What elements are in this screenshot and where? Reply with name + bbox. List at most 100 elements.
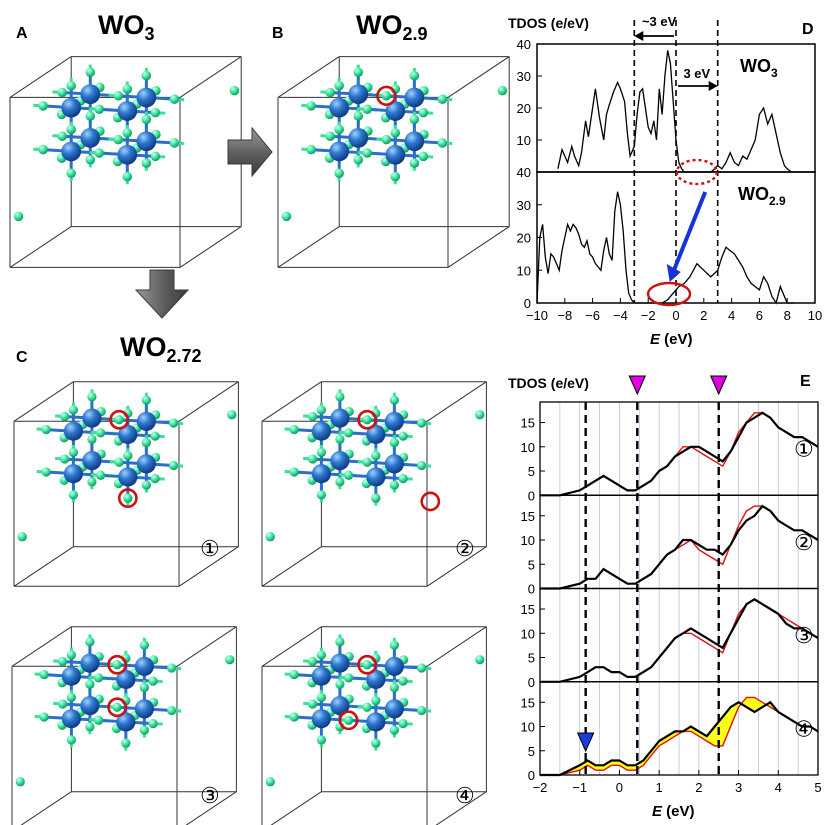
- tungsten-atoms: [63, 408, 156, 487]
- bond-network: [301, 64, 453, 185]
- x-tick-label: 6: [756, 308, 763, 323]
- bond-network: [284, 634, 432, 751]
- x-tick-label: 2: [695, 780, 702, 795]
- oxygen-atom: [94, 148, 105, 158]
- x-tick-label: 4: [775, 780, 782, 795]
- series-label: WO2.9: [738, 184, 786, 208]
- x-tick-label: −6: [585, 308, 600, 323]
- y-tick-label: 10: [521, 626, 535, 641]
- oxygen-atom: [41, 467, 51, 477]
- oxygen-atom: [371, 696, 381, 706]
- oxygen-atom: [229, 85, 240, 96]
- oxygen-atom: [150, 151, 161, 162]
- tungsten-atom: [385, 144, 406, 165]
- tungsten-atom: [117, 144, 138, 165]
- oxygen-atom: [150, 431, 160, 441]
- oxygen-atom: [122, 84, 133, 94]
- y-tick-label: 5: [528, 557, 535, 572]
- oxygen-atom: [308, 411, 318, 422]
- oxygen-atom: [57, 131, 67, 141]
- y-tick-label: 15: [521, 695, 535, 710]
- tungsten-atom: [136, 454, 156, 474]
- oxygen-atom: [353, 67, 364, 78]
- tungsten-atom: [404, 131, 425, 152]
- oxygen-atom: [60, 411, 70, 422]
- oxygen-atom: [141, 70, 152, 81]
- gap-label-wo3-left: ~3 eV: [642, 14, 677, 29]
- oxygen-atom: [57, 87, 67, 98]
- oxygen-atom: [85, 111, 96, 121]
- y-tick-label: 30: [517, 69, 531, 84]
- tungsten-atom: [136, 411, 156, 431]
- oxygen-atom: [334, 80, 344, 91]
- y-tick-label: 0: [528, 488, 535, 503]
- oxygen-atom: [68, 447, 79, 458]
- oxygen-atom: [141, 158, 152, 168]
- unit-cell-box: [13, 381, 239, 587]
- oxygen-atom: [398, 718, 408, 729]
- panel-e-chart: E TDOS (e/eV) 051015①051015②051015③05101…: [508, 373, 822, 820]
- panel-d-plot: 10 20 30 40 WO3 0 10 20 30 40 WO2.9 −10 −8 −6 −4 −2 0 2 4 6…: [517, 14, 823, 323]
- bond-network: [33, 64, 185, 185]
- oxygen-atom: [265, 777, 275, 787]
- tungsten-atom: [384, 656, 404, 676]
- tungsten-atoms: [61, 84, 157, 165]
- config-label-4: ④: [455, 783, 475, 808]
- panel-a-letter: A: [16, 25, 28, 42]
- tungsten-atoms: [329, 84, 425, 165]
- oxygen-atom: [335, 637, 345, 647]
- oxygen-atom: [68, 490, 79, 500]
- oxygen-atom: [497, 85, 508, 96]
- oxygen-atom: [141, 114, 152, 125]
- y-tick-label: 10: [521, 533, 535, 548]
- oxygen-atom: [389, 480, 399, 490]
- oxygen-atom: [66, 124, 76, 135]
- y-tick-label: 20: [517, 101, 531, 116]
- oxygen-atom: [335, 477, 345, 487]
- oxygen-atom: [289, 424, 299, 435]
- oxygen-atom: [390, 171, 401, 182]
- tungsten-atom: [330, 408, 350, 428]
- panel-d-chart: D TDOS (e/eV) 10203040WO3010203040WO2.9−…: [508, 14, 822, 348]
- oxygen-atom: [94, 673, 104, 683]
- oxygen-atom: [66, 650, 77, 660]
- oxygen-atom: [308, 454, 318, 464]
- oxygen-atom: [389, 640, 399, 650]
- y-tick-label: 0: [528, 582, 535, 597]
- oxygen-atom: [353, 155, 364, 165]
- tungsten-atom: [134, 656, 154, 676]
- tungsten-atom: [136, 131, 157, 152]
- crystal-config-2: [261, 381, 487, 587]
- oxygen-vacancy-marker: [420, 491, 441, 512]
- oxygen-atom: [66, 80, 76, 91]
- oxygen-atom: [38, 144, 48, 155]
- config-label-2: ②: [455, 536, 475, 561]
- x-tick-label: 4: [728, 308, 735, 323]
- oxygen-atom: [371, 493, 381, 503]
- tungsten-atom: [117, 101, 138, 121]
- panel-a: A WO3: [9, 10, 242, 268]
- oxygen-atom: [114, 415, 124, 425]
- tungsten-atoms: [61, 653, 154, 732]
- oxygen-atom: [166, 663, 177, 673]
- tungsten-atom: [63, 421, 83, 441]
- oxygen-atom: [335, 434, 345, 444]
- magenta-marker-icon: [628, 375, 647, 396]
- oxygen-atom: [66, 735, 77, 745]
- panel-e-letter: E: [800, 373, 811, 390]
- oxygen-atom: [123, 493, 133, 503]
- oxygen-atom: [316, 735, 327, 745]
- oxygen-atom: [362, 457, 372, 467]
- oxygen-atom: [139, 640, 149, 650]
- oxygen-atom: [112, 702, 122, 712]
- oxygen-atom: [148, 718, 158, 729]
- oxygen-atom: [316, 447, 327, 458]
- tdos-black-curve: [540, 700, 819, 777]
- x-tick-label: 10: [808, 308, 822, 323]
- oxygen-atom: [139, 683, 149, 693]
- tungsten-atom: [329, 97, 350, 118]
- panel-d-xlabel: E (eV): [650, 331, 693, 348]
- oxygen-atom: [85, 679, 95, 689]
- oxygen-atom: [141, 395, 151, 405]
- oxygen-atom: [316, 650, 327, 660]
